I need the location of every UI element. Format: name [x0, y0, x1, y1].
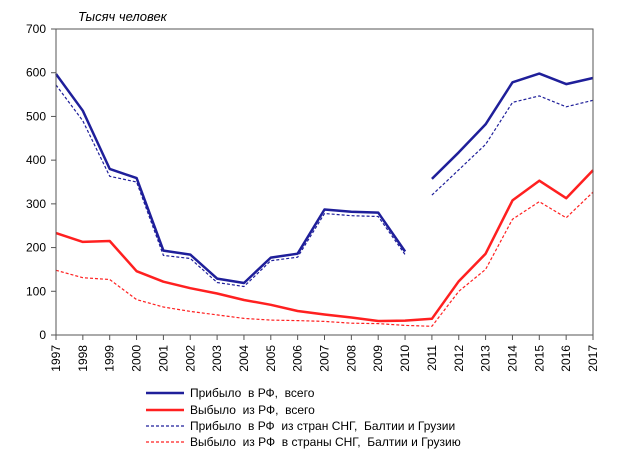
x-tick-label: 2011 — [425, 345, 439, 371]
legend-label-1: Прибыло в РФ, всего — [190, 386, 315, 400]
y-tick-label: 300 — [26, 197, 46, 211]
x-tick-label: 2014 — [505, 345, 519, 372]
x-tick-label: 2009 — [371, 345, 385, 372]
y-tick-label: 100 — [26, 284, 46, 298]
axes: 0 100 200 300 400 500 600 700 1997 1998 1999 2000 20… — [26, 22, 600, 372]
y-tick-label: 500 — [26, 109, 46, 123]
x-tick-label: 2000 — [130, 345, 144, 372]
y-tick-label: 200 — [26, 241, 46, 255]
legend-label-2: Выбыло из РФ, всего — [190, 403, 315, 417]
x-tick-label: 2003 — [210, 345, 224, 372]
x-tick-label: 2004 — [237, 345, 251, 372]
x-tick-label: 1998 — [76, 345, 90, 372]
x-tick-label: 2012 — [452, 345, 466, 372]
x-tick-label: 2015 — [532, 345, 546, 372]
y-tick-label: 0 — [39, 328, 46, 342]
y-tick-label: 400 — [26, 153, 46, 167]
y-tick-label: 600 — [26, 66, 46, 80]
series-2-line — [55, 169, 594, 323]
x-tick-label: 1997 — [49, 345, 63, 372]
plot-area — [54, 72, 594, 327]
series-3-line — [55, 84, 406, 288]
series-1-line-segment-2 — [431, 72, 594, 180]
y-axis-unit-label: Тысяч человек — [78, 9, 168, 24]
x-tick-label: 1999 — [103, 345, 117, 372]
x-tick-label: 2001 — [156, 345, 170, 372]
legend-label-3: Прибыло в РФ из стран СНГ, Балтии и Груз… — [190, 419, 455, 433]
x-tick-label: 2013 — [479, 345, 493, 372]
series-1-line — [54, 73, 407, 285]
legend-label-4: Выбыло из РФ в страны СНГ, Балтии и Груз… — [190, 435, 461, 449]
y-tick-label: 700 — [26, 22, 46, 36]
plot-frame — [55, 28, 594, 336]
series-3-line-segment-2 — [431, 95, 594, 196]
x-tick-label: 2010 — [398, 345, 412, 372]
x-tick-label: 2005 — [264, 345, 278, 372]
x-tick-label: 2007 — [318, 345, 332, 372]
x-tick-label: 2002 — [183, 345, 197, 372]
legend: Прибыло в РФ, всего Выбыло из РФ, всего Пр… — [146, 386, 461, 449]
series-4-line — [55, 191, 594, 327]
x-tick-label: 2016 — [559, 345, 573, 372]
x-tick-label: 2017 — [586, 345, 600, 372]
x-tick-label: 2006 — [291, 345, 305, 372]
x-tick-label: 2008 — [344, 345, 358, 372]
